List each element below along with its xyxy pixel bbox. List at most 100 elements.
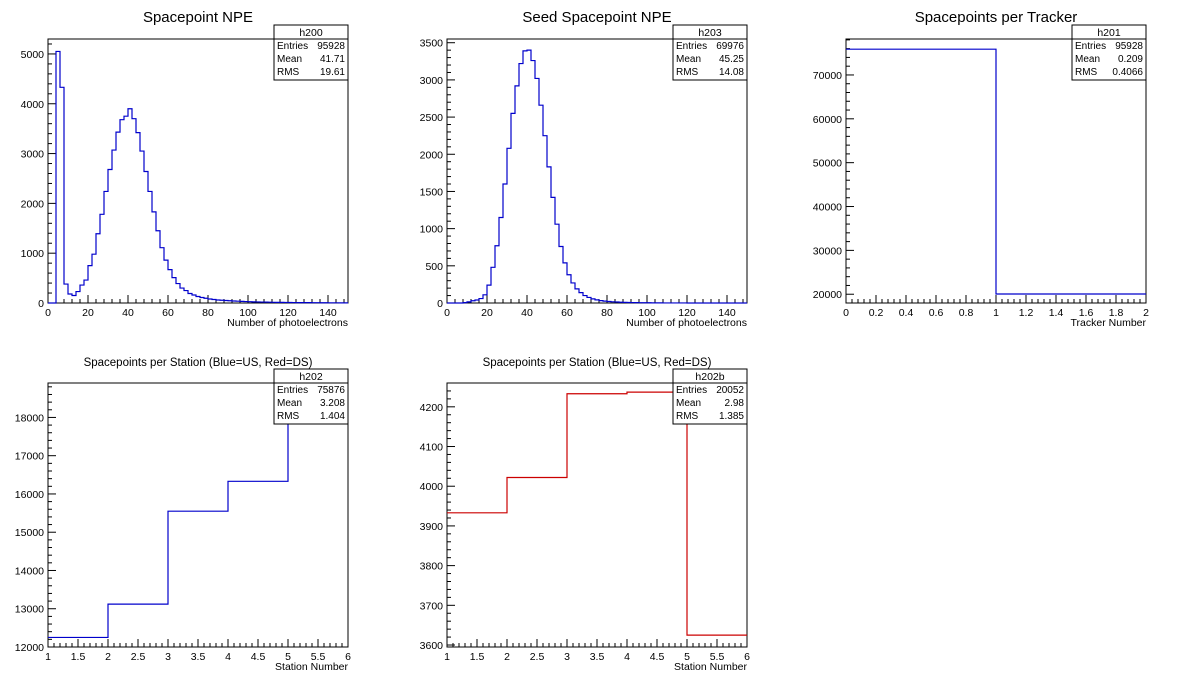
x-tick-label: 3 xyxy=(564,651,570,663)
y-tick-label: 1000 xyxy=(21,248,45,260)
y-tick-label: 3000 xyxy=(420,75,444,87)
x-axis-label: Station Number xyxy=(275,661,348,673)
x-tick-label: 120 xyxy=(279,307,297,319)
x-tick-label: 5 xyxy=(684,651,690,663)
chart-title: Spacepoints per Station (Blue=US, Red=DS… xyxy=(483,357,712,369)
y-tick-label: 2000 xyxy=(420,149,444,161)
histogram-series-line xyxy=(846,48,1146,295)
chart-title: Spacepoints per Station (Blue=US, Red=DS… xyxy=(84,357,313,369)
stats-label: Entries xyxy=(1075,41,1106,52)
stats-value: 69976 xyxy=(716,41,744,52)
x-tick-label: 2 xyxy=(504,651,510,663)
x-tick-label: 140 xyxy=(718,307,736,319)
x-tick-label: 20 xyxy=(82,307,94,319)
y-tick-label: 3000 xyxy=(21,149,45,161)
x-tick-label: 40 xyxy=(122,307,134,319)
x-tick-label: 2 xyxy=(105,651,111,663)
stats-box-name: h200 xyxy=(299,27,323,39)
y-tick-label: 500 xyxy=(425,261,443,273)
y-tick-label: 4000 xyxy=(420,481,444,493)
y-tick-label: 20000 xyxy=(813,289,842,301)
stats-value: 1.404 xyxy=(320,411,345,422)
histogram-series-line xyxy=(447,49,747,304)
stats-label: Entries xyxy=(676,385,707,396)
x-tick-label: 0 xyxy=(444,307,450,319)
stats-value: 1.385 xyxy=(719,411,744,422)
stats-value: 0.209 xyxy=(1118,54,1143,65)
x-tick-label: 0 xyxy=(45,307,51,319)
x-axis-label: Number of photoelectrons xyxy=(626,317,747,329)
stats-value: 19.61 xyxy=(320,67,345,78)
x-tick-label: 40 xyxy=(521,307,533,319)
y-tick-label: 0 xyxy=(38,298,44,310)
x-tick-label: 2.5 xyxy=(131,651,146,663)
histogram-panel-1: Spacepoint NPE 0 20 40 60 80 100 120 140 0 1000 200… xyxy=(21,9,349,329)
histogram-panel-4: Spacepoints per Station (Blue=US, Red=DS… xyxy=(15,357,351,673)
stats-value: 75876 xyxy=(317,385,345,396)
y-tick-label: 1000 xyxy=(420,224,444,236)
histogram-series-line xyxy=(48,50,348,304)
x-tick-label: 100 xyxy=(638,307,656,319)
y-tick-label: 4100 xyxy=(420,442,444,454)
x-tick-label: 60 xyxy=(561,307,573,319)
x-axis-label: Tracker Number xyxy=(1071,317,1147,329)
x-tick-label: 4.5 xyxy=(650,651,665,663)
y-tick-label: 2500 xyxy=(420,112,444,124)
histogram-panel-3: Spacepoints per Tracker 0 0.2 0.4 0.6 0.8 1 1.2… xyxy=(813,9,1149,329)
x-tick-label: 5 xyxy=(285,651,291,663)
x-tick-label: 1.4 xyxy=(1049,307,1064,319)
stats-box-name: h203 xyxy=(698,27,722,39)
x-tick-label: 1 xyxy=(444,651,450,663)
y-tick-label: 0 xyxy=(437,298,443,310)
stats-value: 45.25 xyxy=(719,54,744,65)
x-tick-label: 1.8 xyxy=(1109,307,1124,319)
stats-box xyxy=(672,368,748,425)
y-tick-label: 3900 xyxy=(420,521,444,533)
y-tick-label: 1500 xyxy=(420,186,444,198)
stats-value: 14.08 xyxy=(719,67,744,78)
y-tick-label: 40000 xyxy=(813,202,842,214)
y-tick-label: 13000 xyxy=(15,604,44,616)
y-tick-label: 16000 xyxy=(15,489,44,501)
y-tick-label: 3800 xyxy=(420,561,444,573)
stats-box xyxy=(273,24,349,81)
y-tick-label: 3700 xyxy=(420,600,444,612)
x-tick-label: 20 xyxy=(481,307,493,319)
x-tick-label: 0.4 xyxy=(899,307,914,319)
stats-value: 20052 xyxy=(716,385,744,396)
y-tick-label: 18000 xyxy=(15,412,44,424)
x-tick-label: 2 xyxy=(1143,307,1149,319)
histogram-panel-5: Spacepoints per Station (Blue=US, Red=DS… xyxy=(420,357,750,673)
x-tick-label: 100 xyxy=(239,307,257,319)
stats-value: 0.4066 xyxy=(1112,67,1143,78)
stats-box xyxy=(1071,24,1147,81)
x-tick-label: 3.5 xyxy=(590,651,605,663)
stats-label: RMS xyxy=(277,67,300,78)
x-tick-label: 60 xyxy=(162,307,174,319)
histogram-panel-2: Seed Spacepoint NPE 0 20 40 60 80 100 120 140 0 50… xyxy=(420,9,748,329)
stats-label: Entries xyxy=(277,41,308,52)
x-tick-label: 6 xyxy=(345,651,351,663)
y-tick-label: 3600 xyxy=(420,640,444,652)
x-tick-label: 3 xyxy=(165,651,171,663)
stats-box-name: h202b xyxy=(695,371,724,383)
stats-value: 95928 xyxy=(1115,41,1143,52)
stats-label: Mean xyxy=(277,54,302,65)
y-tick-label: 14000 xyxy=(15,565,44,577)
chart-title: Spacepoint NPE xyxy=(143,9,253,26)
y-tick-label: 15000 xyxy=(15,527,44,539)
x-tick-label: 0.2 xyxy=(869,307,884,319)
x-tick-label: 1.6 xyxy=(1079,307,1094,319)
stats-box-name: h201 xyxy=(1097,27,1121,39)
stats-box xyxy=(672,24,748,81)
x-tick-label: 1 xyxy=(993,307,999,319)
x-tick-label: 5.5 xyxy=(311,651,326,663)
stats-value: 95928 xyxy=(317,41,345,52)
y-tick-label: 2000 xyxy=(21,198,45,210)
chart-title: Spacepoints per Tracker xyxy=(915,9,1078,26)
histogram-series-line xyxy=(447,391,747,636)
stats-value: 2.98 xyxy=(725,398,745,409)
stats-label: Entries xyxy=(277,385,308,396)
plot-frame xyxy=(47,38,349,304)
stats-label: Mean xyxy=(676,398,701,409)
